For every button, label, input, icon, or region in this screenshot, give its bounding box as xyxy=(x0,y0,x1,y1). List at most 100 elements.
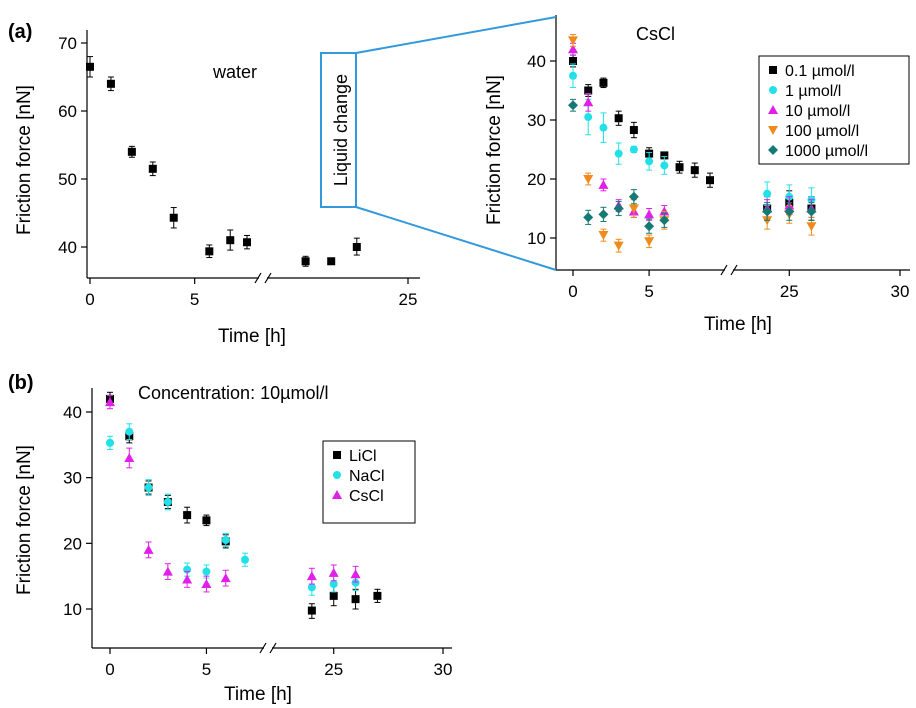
y-tick-label: 20 xyxy=(63,534,82,553)
data-point xyxy=(598,231,609,241)
legend-box xyxy=(758,55,910,165)
data-point xyxy=(148,164,157,173)
x-tick-label: 0 xyxy=(105,660,114,679)
legend-marker xyxy=(768,145,778,155)
x-tick-label: 5 xyxy=(190,290,199,309)
data-point xyxy=(226,236,235,245)
axis-break-mark xyxy=(259,642,267,654)
legend-marker xyxy=(333,471,341,479)
data-point xyxy=(205,247,214,256)
axis-break-mark xyxy=(720,264,728,276)
data-point xyxy=(162,566,173,576)
data-point xyxy=(660,151,669,160)
data-point xyxy=(584,86,593,95)
data-point xyxy=(241,555,249,564)
y-tick-label: 30 xyxy=(63,469,82,488)
liquid-change-label: Liquid change xyxy=(331,74,351,186)
data-point xyxy=(629,126,638,135)
legend xyxy=(758,55,910,165)
data-point xyxy=(660,161,669,170)
x-tick-label: 30 xyxy=(891,282,910,301)
data-point xyxy=(301,257,310,266)
data-point xyxy=(614,114,623,123)
y-tick-label: 60 xyxy=(58,102,77,121)
legend-marker xyxy=(768,105,778,114)
data-point xyxy=(644,237,655,247)
y-tick-label: 30 xyxy=(527,111,546,130)
x-tick-label: 30 xyxy=(434,660,453,679)
data-point xyxy=(583,212,594,223)
x-tick-label: 25 xyxy=(399,290,418,309)
data-point xyxy=(125,427,134,436)
data-point xyxy=(307,606,316,615)
data-point xyxy=(106,79,115,88)
x-tick-label: 5 xyxy=(644,282,653,301)
data-point xyxy=(306,571,317,581)
chart-title: water xyxy=(212,62,257,82)
data-point xyxy=(106,438,114,447)
y-tick-label: 40 xyxy=(58,238,77,257)
legend-marker xyxy=(332,490,342,499)
data-point xyxy=(327,257,336,266)
y-tick-label: 40 xyxy=(527,52,546,71)
data-point xyxy=(144,483,153,492)
x-tick-label: 0 xyxy=(85,290,94,309)
legend-label: 1000 µmol/l xyxy=(785,143,868,160)
chart-title: Concentration: 10µmol/l xyxy=(138,383,328,403)
data-point xyxy=(127,147,136,156)
data-point xyxy=(220,573,231,583)
data-point xyxy=(806,206,817,217)
data-point xyxy=(706,176,714,185)
legend xyxy=(322,440,416,524)
series-cscl xyxy=(105,395,361,593)
legend-label: 0.1 µmol/l xyxy=(785,63,855,80)
data-point xyxy=(183,511,192,520)
data-point xyxy=(659,215,670,226)
data-point xyxy=(599,78,608,87)
data-point xyxy=(352,243,361,251)
data-point xyxy=(351,595,360,604)
legend-label: 1 µmol/l xyxy=(785,83,841,100)
legend-marker xyxy=(769,86,777,94)
panel-label-b: (b) xyxy=(8,372,34,394)
data-point xyxy=(169,213,178,222)
data-point xyxy=(568,100,578,111)
x-tick-label: 25 xyxy=(780,282,799,301)
data-point xyxy=(201,579,212,589)
axis-break-mark xyxy=(730,264,738,276)
y-axis-title: Friction force [nN] xyxy=(14,85,35,235)
legend-marker xyxy=(768,126,778,135)
data-point xyxy=(645,157,654,166)
data-point xyxy=(613,203,624,214)
x-axis-title: Time [h] xyxy=(218,326,286,347)
data-point xyxy=(568,44,578,54)
x-tick-label: 25 xyxy=(324,660,343,679)
data-point xyxy=(569,57,577,65)
y-tick-label: 40 xyxy=(63,403,82,422)
data-point xyxy=(86,62,94,71)
data-point xyxy=(163,497,172,506)
axis-break-mark xyxy=(269,642,277,654)
y-tick-label: 70 xyxy=(58,34,77,53)
legend-marker xyxy=(769,66,777,74)
data-point xyxy=(675,163,684,172)
series-1000-mol-l xyxy=(568,98,817,234)
legend-label: CsCl xyxy=(349,488,384,505)
data-point xyxy=(124,452,135,462)
data-point xyxy=(143,544,154,554)
y-axis-title: Friction force [nN] xyxy=(14,445,35,595)
chart-a-cscl xyxy=(550,15,910,276)
data-point xyxy=(613,241,624,251)
legend-label: 100 µmol/l xyxy=(785,123,859,140)
data-point xyxy=(599,123,608,132)
x-axis-title: Time [h] xyxy=(224,684,292,705)
data-point xyxy=(583,175,594,184)
y-tick-label: 20 xyxy=(527,170,546,189)
data-point xyxy=(350,569,361,579)
data-point xyxy=(351,578,360,587)
data-point xyxy=(328,567,339,577)
x-tick-label: 5 xyxy=(202,660,211,679)
chart-a-water xyxy=(81,30,420,284)
series-data xyxy=(86,56,361,267)
